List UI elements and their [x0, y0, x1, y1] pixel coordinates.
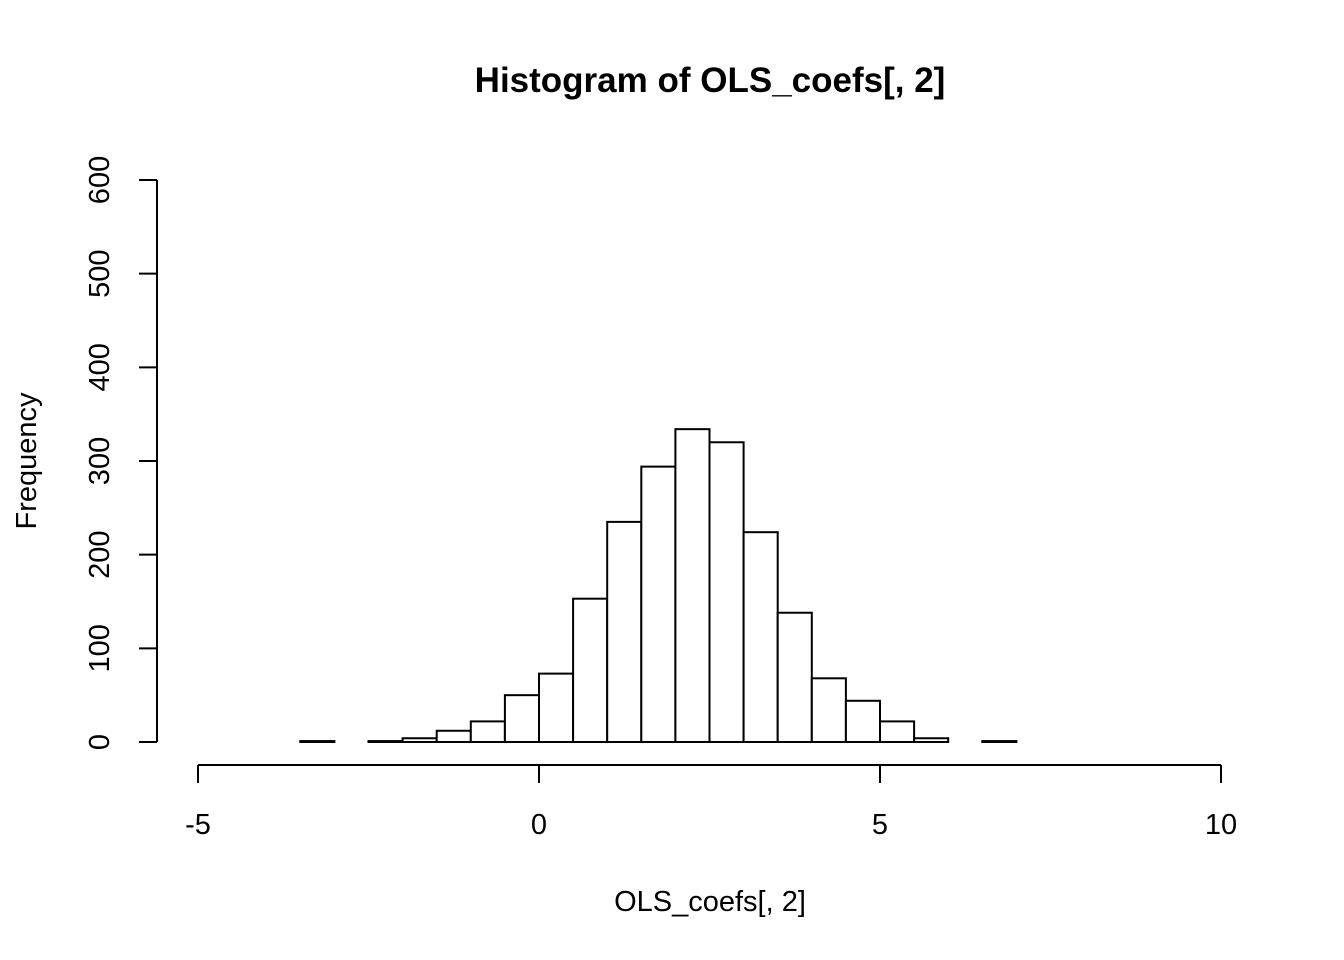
histogram-bar	[299, 740, 336, 744]
histogram-bar	[674, 428, 711, 743]
histogram-bar	[913, 737, 950, 744]
histogram-bar	[538, 672, 575, 744]
chart-title: Histogram of OLS_coefs[, 2]	[475, 61, 946, 100]
histogram-bar	[503, 694, 540, 744]
histogram-bar	[776, 611, 813, 743]
y-tick-label: 0	[84, 734, 116, 750]
x-axis: -5 0 5 10	[185, 764, 1237, 841]
histogram-bar	[981, 740, 1018, 744]
y-tick-label: 500	[84, 249, 116, 297]
y-tick-label: 100	[84, 624, 116, 672]
y-tick-label: 600	[84, 156, 116, 204]
histogram-bar	[401, 737, 438, 744]
y-tick-label: 400	[84, 343, 116, 391]
x-tick-label: 0	[531, 809, 547, 841]
histogram-bar	[572, 597, 609, 743]
y-tick-label: 300	[84, 437, 116, 485]
y-axis: 0 100 200 300 400 500 600	[84, 156, 158, 750]
y-tick-label: 200	[84, 530, 116, 578]
histogram-bar	[367, 740, 404, 744]
histogram-bar	[708, 441, 745, 743]
histogram-bar	[810, 677, 847, 743]
histogram-bar	[879, 720, 916, 743]
histogram-bar	[435, 729, 472, 744]
x-tick-label: -5	[185, 809, 211, 841]
y-axis-label: Frequency	[11, 392, 43, 530]
histogram-bar	[469, 720, 506, 743]
histogram-bar	[606, 520, 643, 744]
x-axis-label: OLS_coefs[, 2]	[614, 886, 806, 918]
histogram-bar	[640, 465, 677, 743]
histogram-bar	[742, 531, 779, 743]
x-tick-label: 10	[1205, 809, 1237, 841]
histogram-bars	[299, 428, 1018, 744]
histogram-bar	[844, 699, 882, 744]
x-tick-label: 5	[872, 809, 888, 841]
